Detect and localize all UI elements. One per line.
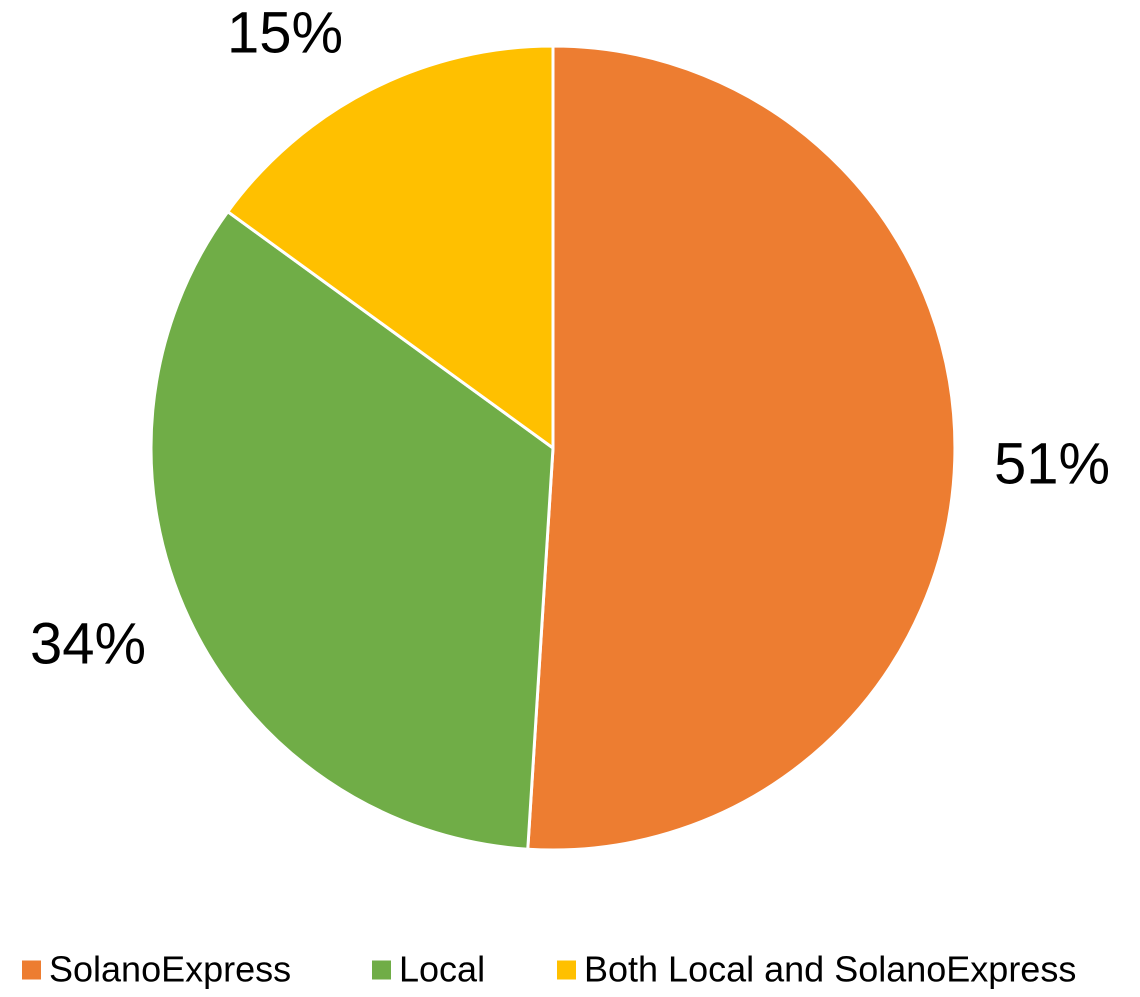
legend-entry-label: SolanoExpress xyxy=(49,949,291,990)
data-label: 51% xyxy=(994,431,1110,496)
legend-swatch xyxy=(22,960,41,980)
legend-entry-label: Local xyxy=(399,949,485,990)
data-label: 34% xyxy=(30,611,146,676)
pie-slice-solanoexpress xyxy=(526,44,957,852)
legend-swatch xyxy=(372,960,391,980)
data-labels: 51% 34% 15% xyxy=(30,0,1110,676)
pie-slice-both-local-and-solanoexpress xyxy=(226,44,555,450)
pie-slices xyxy=(149,44,957,852)
pie-slice-local xyxy=(149,210,555,851)
data-label: 15% xyxy=(227,0,343,65)
legend: SolanoExpress Local Both Local and SolanoE… xyxy=(22,949,1076,990)
legend-entry-label: Both Local and SolanoExpress xyxy=(584,949,1076,990)
legend-swatch xyxy=(557,960,576,980)
